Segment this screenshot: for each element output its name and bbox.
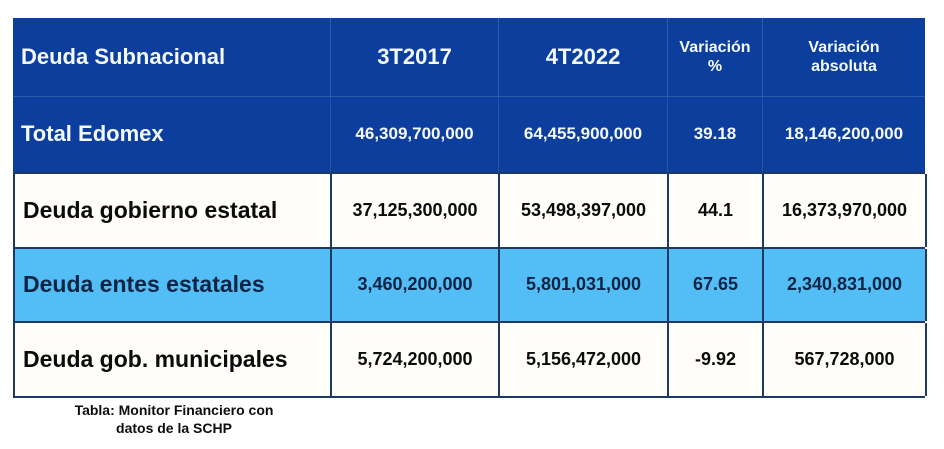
value-cell-3t2017: 46,309,700,000: [330, 97, 498, 172]
variacion-pct-cell: -9.92: [669, 323, 764, 396]
col-header-label: Deuda Subnacional: [21, 43, 226, 69]
value-cell-3t2017: 37,125,300,000: [332, 174, 500, 247]
value-cell-4t2022: 53,498,397,000: [500, 174, 669, 247]
row-label-cell: Deuda gobierno estatal: [15, 174, 332, 247]
value-cell-3t2017: 3,460,200,000: [332, 249, 500, 321]
col-header-label: Variación absoluta: [808, 38, 880, 75]
variacion-abs-cell: 18,146,200,000: [762, 97, 925, 172]
table-row-deuda-entes-estatales: Deuda entes estatales 3,460,200,000 5,80…: [13, 247, 927, 321]
variacion-pct-cell: 67.65: [669, 249, 764, 321]
variacion-pct-cell: 44.1: [669, 174, 764, 247]
value-cell-4t2022: 5,801,031,000: [500, 249, 669, 321]
col-header-label: 3T2017: [377, 43, 452, 69]
col-header-label: 4T2022: [545, 43, 621, 69]
table-row-deuda-gob-municipales: Deuda gob. municipales 5,724,200,000 5,1…: [13, 321, 927, 398]
col-header-3t2017: 3T2017: [330, 18, 498, 96]
variacion-abs-cell: 2,340,831,000: [764, 249, 927, 321]
col-header-variacion-pct: Variación %: [667, 18, 762, 96]
value-cell-4t2022: 64,455,900,000: [498, 97, 667, 172]
row-label-cell: Deuda gob. municipales: [15, 323, 332, 396]
row-label-cell: Deuda entes estatales: [15, 249, 332, 321]
debt-table: Deuda Subnacional 3T2017 4T2022 Variació…: [13, 18, 927, 398]
variacion-abs-cell: 567,728,000: [764, 323, 927, 396]
col-header-label: Variación %: [679, 38, 751, 75]
footnote-line: Tabla: Monitor Financiero con: [74, 402, 274, 418]
value-cell-4t2022: 5,156,472,000: [500, 323, 669, 396]
col-header-variacion-absoluta: Variación absoluta: [762, 18, 925, 96]
variacion-abs-cell: 16,373,970,000: [764, 174, 927, 247]
col-header-4t2022: 4T2022: [498, 18, 667, 96]
footnote-line: datos de la SCHP: [116, 420, 232, 437]
value-cell-3t2017: 5,724,200,000: [332, 323, 500, 396]
variacion-pct-cell: 39.18: [667, 97, 762, 172]
table-source-footnote: Tabla: Monitor Financiero con datos de l…: [62, 401, 286, 437]
col-header-deuda-subnacional: Deuda Subnacional: [13, 18, 330, 96]
row-label-cell: Total Edomex: [21, 121, 164, 147]
table-row-deuda-gobierno-estatal: Deuda gobierno estatal 37,125,300,000 53…: [13, 172, 927, 247]
table-row-total-edomex: Total Edomex 46,309,700,000 64,455,900,0…: [13, 97, 925, 172]
table-header-row: Deuda Subnacional 3T2017 4T2022 Variació…: [13, 18, 925, 97]
